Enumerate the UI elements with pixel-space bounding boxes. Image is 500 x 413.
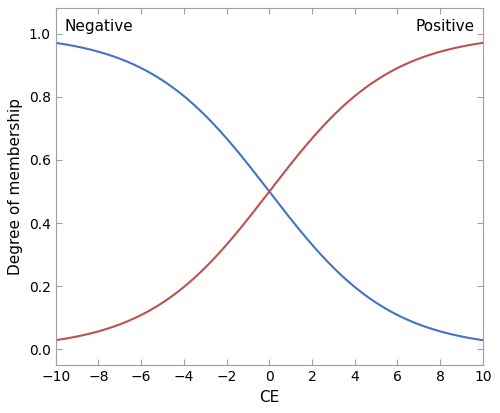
Text: Positive: Positive <box>415 19 474 34</box>
X-axis label: CE: CE <box>259 390 280 405</box>
Text: Negative: Negative <box>64 19 133 34</box>
Y-axis label: Degree of membership: Degree of membership <box>8 98 24 275</box>
